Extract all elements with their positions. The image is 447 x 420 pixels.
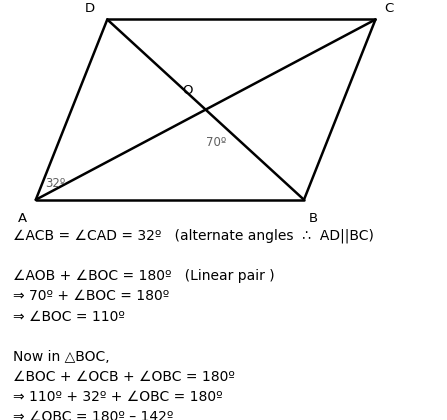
Text: D: D [84, 2, 94, 15]
Text: C: C [384, 2, 393, 15]
Text: ∠AOB + ∠BOC = 180º   (Linear pair ): ∠AOB + ∠BOC = 180º (Linear pair ) [13, 269, 275, 283]
Text: ⇒ 110º + 32º + ∠OBC = 180º: ⇒ 110º + 32º + ∠OBC = 180º [13, 390, 223, 404]
Text: ⇒ 70º + ∠BOC = 180º: ⇒ 70º + ∠BOC = 180º [13, 289, 170, 303]
Text: O: O [182, 84, 193, 97]
Text: ∠BOC + ∠OCB + ∠OBC = 180º: ∠BOC + ∠OCB + ∠OBC = 180º [13, 370, 235, 384]
Text: ⇒ ∠BOC = 110º: ⇒ ∠BOC = 110º [13, 310, 125, 323]
Text: 70º: 70º [206, 136, 226, 150]
Text: A: A [18, 212, 27, 225]
Text: B: B [308, 212, 317, 225]
Text: ⇒ ∠OBC = 180º – 142º: ⇒ ∠OBC = 180º – 142º [13, 410, 174, 420]
Text: Now in △BOC,: Now in △BOC, [13, 350, 110, 364]
Text: ∠ACB = ∠CAD = 32º   (alternate angles  ∴  AD||BC): ∠ACB = ∠CAD = 32º (alternate angles ∴ AD… [13, 229, 374, 244]
Text: 32º: 32º [45, 177, 65, 190]
